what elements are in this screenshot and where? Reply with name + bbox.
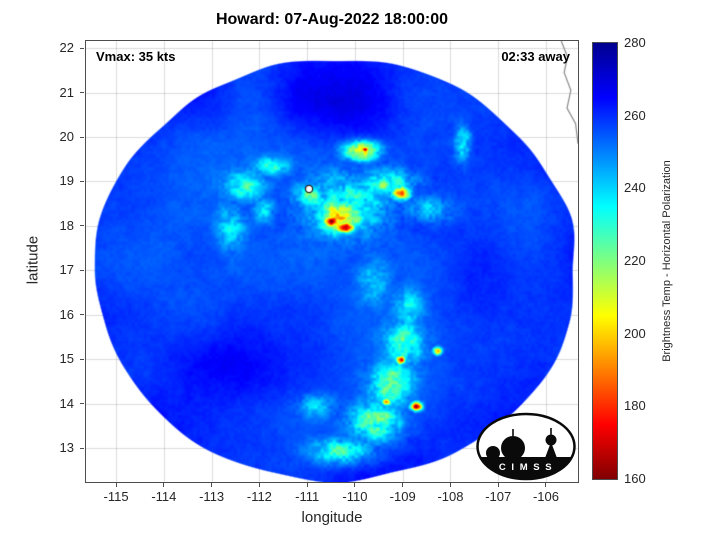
x-tick-label: -110 [342, 489, 368, 504]
y-tick-label: 21 [59, 84, 74, 100]
y-tick-mark [80, 314, 84, 316]
x-tick-mark [545, 483, 547, 487]
x-tick-mark [497, 483, 499, 487]
y-tick-mark [80, 447, 84, 449]
x-tick-label: -107 [485, 489, 512, 504]
colorbar-tick-label: 160 [624, 471, 646, 486]
y-tick-label: 18 [59, 217, 74, 233]
y-tick-mark [80, 403, 84, 405]
colorbar-tick-label: 260 [624, 107, 646, 123]
colorbar-tick-label: 180 [624, 398, 646, 414]
x-tick-mark [163, 483, 165, 487]
y-tick-mark [80, 358, 84, 360]
y-tick-label: 22 [59, 40, 74, 56]
cimss-logo-text: C I M S S [499, 462, 553, 473]
colorbar-label: Brightness Temp - Horizontal Polarizatio… [661, 160, 673, 362]
colorbar-gradient [593, 43, 617, 479]
chart-title: Howard: 07-Aug-2022 18:00:00 [215, 11, 449, 28]
y-tick-mark [80, 225, 84, 227]
colorbar [592, 42, 618, 480]
y-tick-label: 19 [59, 173, 74, 189]
colorbar-tick-label: 280 [624, 35, 646, 50]
x-tick-label: -112 [246, 489, 272, 504]
y-tick-mark [80, 92, 84, 94]
y-tick-mark [80, 47, 84, 49]
y-tick-mark [80, 136, 84, 138]
x-tick-mark [258, 483, 260, 487]
x-tick-label: -113 [199, 489, 225, 504]
x-tick-mark [211, 483, 213, 487]
y-tick-label: 15 [59, 351, 74, 367]
colorbar-tick-label: 200 [624, 325, 646, 341]
x-tick-mark [402, 483, 404, 487]
x-tick-mark [115, 483, 117, 487]
cimss-logo-art [477, 428, 575, 479]
y-tick-mark [80, 180, 84, 182]
vmax-annotation: Vmax: 35 kts [96, 49, 176, 64]
y-tick-label: 20 [59, 129, 74, 145]
x-axis-label: longitude [301, 509, 363, 526]
y-tick-label: 14 [59, 395, 74, 411]
x-tick-label: -109 [389, 489, 416, 504]
colorbar-tick-label: 220 [624, 253, 646, 268]
satellite-image-canvas [86, 41, 578, 482]
x-tick-label: -106 [532, 489, 559, 504]
x-tick-mark [354, 483, 356, 487]
x-tick-mark [306, 483, 308, 487]
y-tick-label: 16 [59, 306, 74, 322]
colorbar-tick-label: 240 [624, 180, 646, 196]
plot-area: Vmax: 35 kts 02:33 away C I M S S [85, 40, 579, 483]
y-tick-label: 17 [59, 262, 74, 278]
y-tick-label: 13 [59, 440, 74, 456]
x-tick-mark [449, 483, 451, 487]
x-tick-label: -115 [103, 489, 129, 504]
x-tick-label: -108 [437, 489, 464, 504]
x-tick-label: -111 [295, 489, 320, 504]
cimss-logo: C I M S S [476, 412, 576, 481]
time-offset-annotation: 02:33 away [501, 49, 570, 64]
y-tick-mark [80, 269, 84, 271]
x-tick-label: -114 [151, 489, 177, 504]
